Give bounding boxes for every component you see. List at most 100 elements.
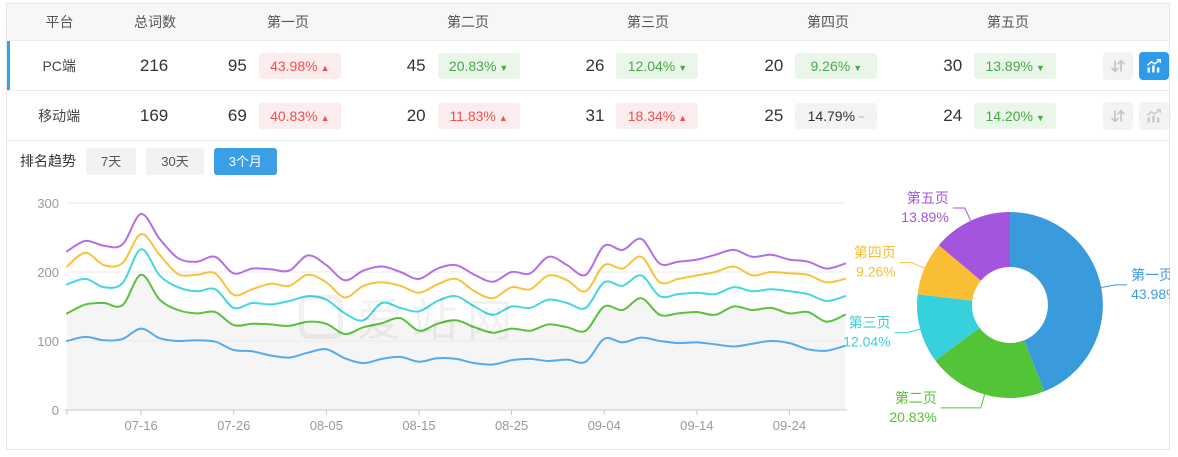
trend-badge-down: 14.20% ▼ — [974, 102, 1057, 129]
arrow-up-icon: ▲ — [320, 112, 330, 123]
page-distribution-donut-chart: 第一页 43.98% 第二页 20.83% 第三页 12.04% 第四页 9.26% 第五页 13… — [843, 190, 1170, 425]
trend-line-第五页 — [66, 213, 846, 283]
donut-label-pct: 20.83% — [889, 409, 936, 425]
page-count-value: 25 — [764, 105, 784, 125]
label-leader-line — [1101, 284, 1128, 288]
column-header: 第三页 — [627, 14, 669, 30]
range-tab-30d[interactable]: 30天 — [146, 147, 204, 175]
donut-label-pct: 13.89% — [901, 209, 948, 225]
donut-slice-第二页 — [935, 327, 1045, 398]
sort-button[interactable] — [1103, 51, 1133, 80]
column-header: 第四页 — [807, 14, 849, 30]
arrow-down-icon: ▼ — [1035, 112, 1045, 123]
column-header: 总词数 — [134, 14, 176, 30]
platform-label: PC端 — [42, 57, 76, 74]
label-leader-line — [899, 262, 925, 269]
y-axis-label: 200 — [37, 265, 59, 280]
minus-icon: − — [858, 109, 866, 124]
page-stat-group: 24 14.20% ▼ — [912, 102, 1091, 129]
page-count-value: 20 — [406, 105, 426, 125]
donut-label-name: 第二页 — [895, 390, 937, 406]
x-axis-label: 08-05 — [310, 418, 343, 433]
trend-line-第二页 — [66, 273, 846, 336]
label-leader-line — [894, 328, 921, 334]
y-axis-label: 300 — [37, 196, 59, 211]
donut-label-pct: 12.04% — [843, 334, 890, 350]
trend-pct: 43.98% — [270, 57, 318, 74]
donut-label-name: 第一页 — [1131, 267, 1170, 283]
trend-pct: 14.79% — [807, 107, 856, 124]
page-count-value: 20 — [764, 55, 784, 75]
x-axis-label: 08-15 — [402, 418, 435, 433]
trend-title: 排名趋势 — [20, 153, 76, 169]
trend-badge-down: 13.89% ▼ — [974, 52, 1057, 79]
page-count-value: 31 — [585, 105, 605, 125]
donut-label-pct: 43.98% — [1131, 286, 1170, 302]
page-stat-group: 95 43.98% ▲ — [197, 52, 376, 79]
arrow-up-icon: ▲ — [498, 112, 508, 123]
donut-slice-第五页 — [938, 212, 1010, 281]
trend-line-第一页 — [66, 327, 846, 366]
arrow-down-icon: ▼ — [499, 62, 509, 73]
table-row[interactable]: PC端 216 95 43.98% ▲ 45 20.83% ▼ 26 12.04% ▼ 20 9.26%… — [7, 41, 1169, 91]
line-bar-chart-icon — [1147, 58, 1162, 72]
donut-slice-第四页 — [917, 245, 981, 301]
trend-badge-down: 12.04% ▼ — [616, 52, 699, 79]
trend-badge-up: 18.34% ▲ — [616, 102, 699, 129]
column-header: 第二页 — [447, 14, 489, 30]
updown-arrows-icon — [1111, 59, 1125, 72]
arrow-up-icon: ▲ — [320, 62, 330, 73]
total-words-value: 169 — [139, 105, 169, 125]
page-count-value: 30 — [943, 55, 963, 75]
page-stat-group: 69 40.83% ▲ — [197, 102, 376, 129]
trend-pct: 11.83% — [449, 107, 496, 124]
trend-line-chart: 0 100 200 300 07-16 07-26 08-05 08-15 08-25 09-04… — [37, 196, 847, 433]
arrow-down-icon: ▼ — [678, 62, 688, 73]
range-tab-7d[interactable]: 7天 — [86, 147, 137, 175]
page-stat-group: 45 20.83% ▼ — [376, 52, 555, 79]
arrow-up-icon: ▲ — [678, 112, 688, 123]
trend-pct: 18.34% — [627, 107, 676, 124]
page-count-value: 95 — [227, 55, 247, 75]
row-actions — [1091, 51, 1169, 80]
page-stat-group: 26 12.04% ▼ — [554, 52, 733, 79]
trend-pct: 12.04% — [627, 57, 676, 74]
page-count-value: 69 — [227, 105, 247, 125]
table-row[interactable]: 移动端 169 69 40.83% ▲ 20 11.83% ▲ 31 18.34% ▲ 25 14.79… — [7, 91, 1169, 141]
y-axis-label: 100 — [37, 334, 59, 349]
trend-line-第四页 — [66, 233, 846, 300]
trend-pct: 40.83% — [270, 107, 318, 124]
sort-button[interactable] — [1103, 101, 1133, 130]
trend-badge-down: 20.83% ▼ — [437, 52, 520, 79]
trend-badge-down: 9.26% ▼ — [795, 52, 878, 79]
trend-badge-flat: 14.79% − — [795, 102, 878, 129]
platform-label: 移动端 — [38, 107, 81, 124]
donut-label-name: 第五页 — [907, 190, 949, 206]
x-axis-label: 07-16 — [124, 418, 157, 433]
chart-view-button[interactable] — [1139, 101, 1169, 130]
donut-slice-第三页 — [916, 294, 980, 361]
x-axis-label: 07-26 — [217, 418, 250, 433]
column-header: 第一页 — [267, 14, 309, 30]
donut-slice-第一页 — [1010, 212, 1103, 392]
trend-badge-up: 40.83% ▲ — [258, 102, 341, 129]
trend-badge-up: 11.83% ▲ — [437, 102, 520, 129]
range-tabs: 7天 30天 3个月 — [76, 147, 277, 175]
trend-badge-up: 43.98% ▲ — [258, 52, 341, 79]
rank-table-body: PC端 216 95 43.98% ▲ 45 20.83% ▼ 26 12.04% ▼ 20 9.26%… — [7, 41, 1169, 141]
area-fill — [67, 274, 845, 410]
page-stat-group: 20 9.26% ▼ — [733, 52, 912, 79]
trend-pct: 20.83% — [448, 57, 497, 74]
table-header: 平台 总词数 第一页 第二页 第三页 第四页 第五页 — [7, 4, 1169, 41]
donut-label-name: 第四页 — [854, 245, 896, 261]
page-stat-group: 25 14.79% − — [733, 102, 912, 129]
trend-pct: 13.89% — [985, 57, 1033, 74]
label-leader-line — [940, 394, 986, 409]
donut-label-pct: 9.26% — [856, 264, 896, 280]
range-tab-3m[interactable]: 3个月 — [213, 147, 277, 175]
column-header: 平台 — [45, 14, 74, 30]
y-axis-label: 0 — [52, 403, 59, 418]
chart-view-button[interactable] — [1139, 51, 1169, 80]
page-count-value: 45 — [406, 55, 426, 75]
x-axis-label: 09-04 — [588, 418, 621, 433]
